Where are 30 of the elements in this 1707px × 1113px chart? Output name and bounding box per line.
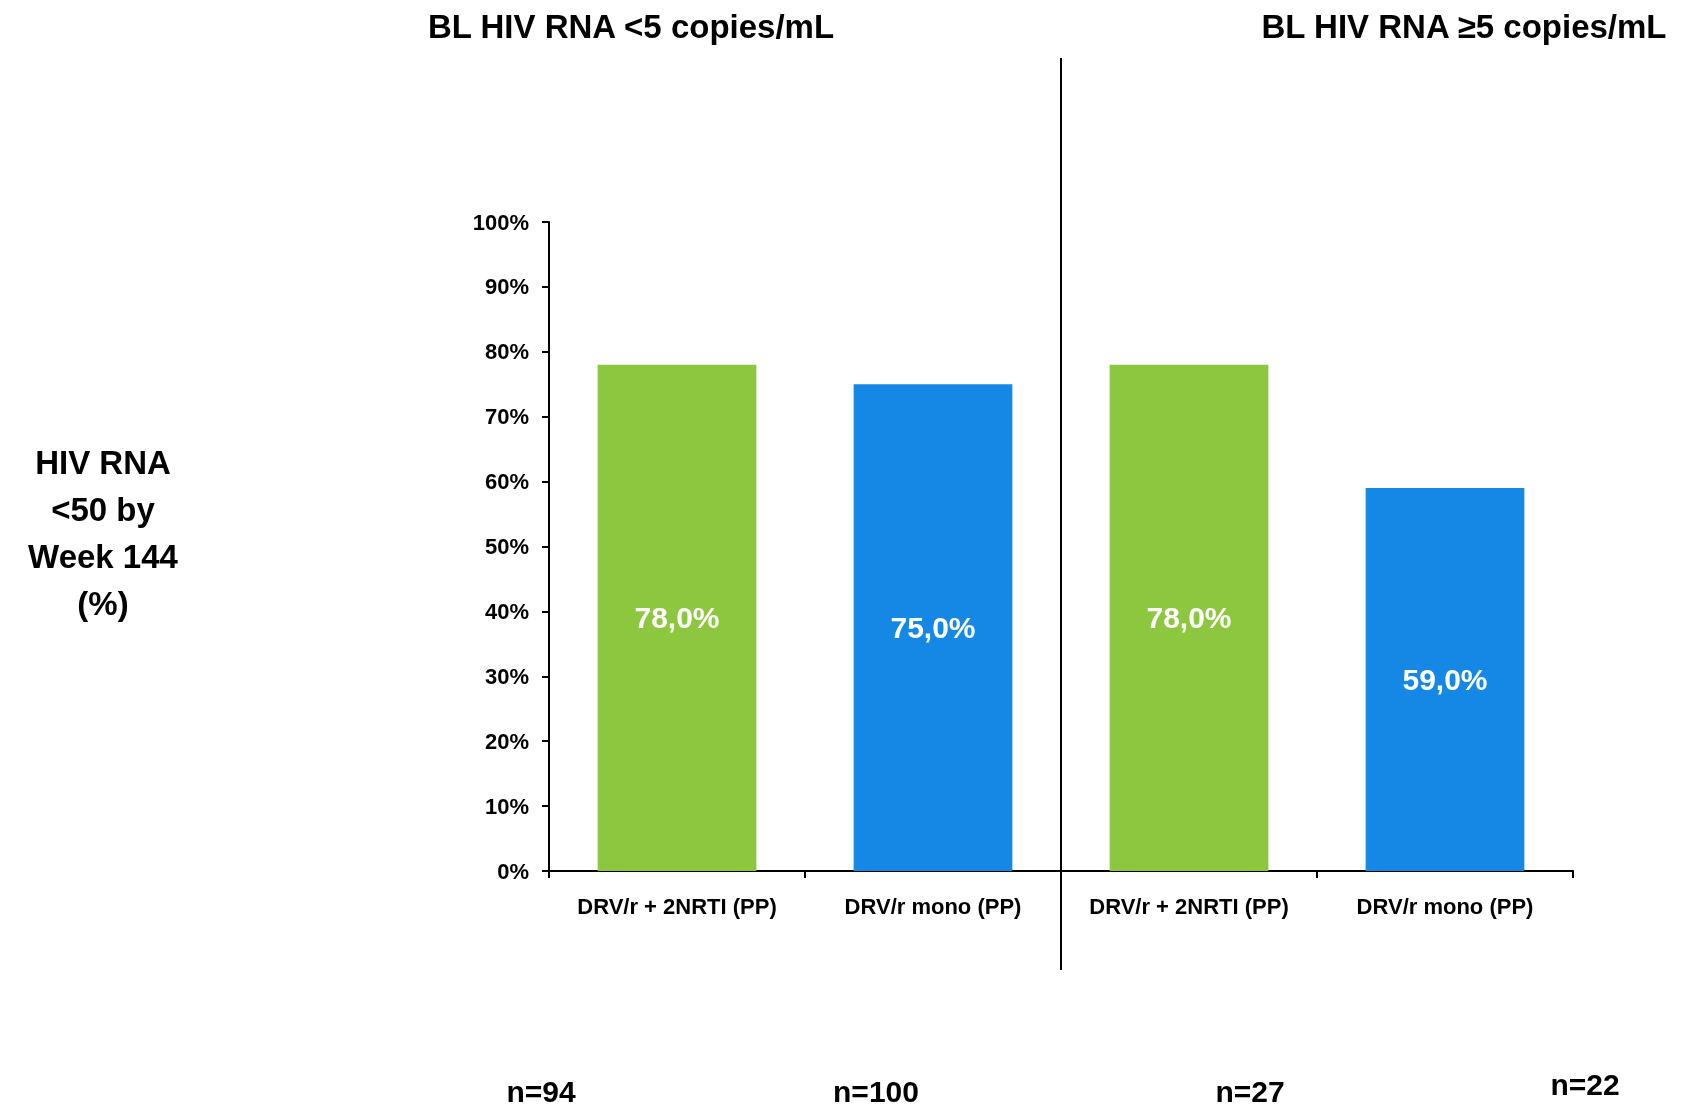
x-tick-label: DRV/r mono (PP) <box>844 893 1022 919</box>
x-tick-label: DRV/r + 2NRTI (PP) <box>577 893 777 919</box>
text: n=100 <box>833 1075 919 1109</box>
x-tick-label: DRV/r mono (PP) <box>1356 893 1534 919</box>
bar <box>853 384 1013 871</box>
y-tick-label: 60% <box>484 469 529 495</box>
y-tick-label: 0% <box>497 858 529 884</box>
data-label: 78,0% <box>1146 601 1232 635</box>
text: n=94 <box>506 1075 576 1109</box>
y-tick-label: 70% <box>484 404 529 430</box>
text: n=27 <box>1215 1075 1285 1109</box>
data-label: 59,0% <box>1402 663 1488 697</box>
text: BL HIV RNA ≥5 copies/mL <box>1261 8 1667 46</box>
bar <box>1109 364 1269 871</box>
y-tick-label: 50% <box>484 534 529 559</box>
y-tick-label: 100% <box>472 209 529 235</box>
y-tick-label: 10% <box>484 793 529 819</box>
data-label: 78,0% <box>634 601 720 635</box>
text: BL HIV RNA <5 copies/mL <box>427 8 835 46</box>
y-tick-label: 90% <box>484 274 529 300</box>
text: n=22 <box>1550 1068 1620 1102</box>
y-tick-label: 20% <box>484 728 529 754</box>
y-tick-label: 30% <box>484 663 529 689</box>
x-tick-label: DRV/r + 2NRTI (PP) <box>1089 893 1289 919</box>
y-tick-label: 40% <box>484 598 529 624</box>
text: HIV RNA <50 by Week 144 (%) <box>27 443 179 624</box>
bar <box>1365 488 1525 871</box>
data-label: 75,0% <box>890 611 976 645</box>
y-tick-label: 80% <box>484 339 529 365</box>
bar <box>597 364 757 871</box>
